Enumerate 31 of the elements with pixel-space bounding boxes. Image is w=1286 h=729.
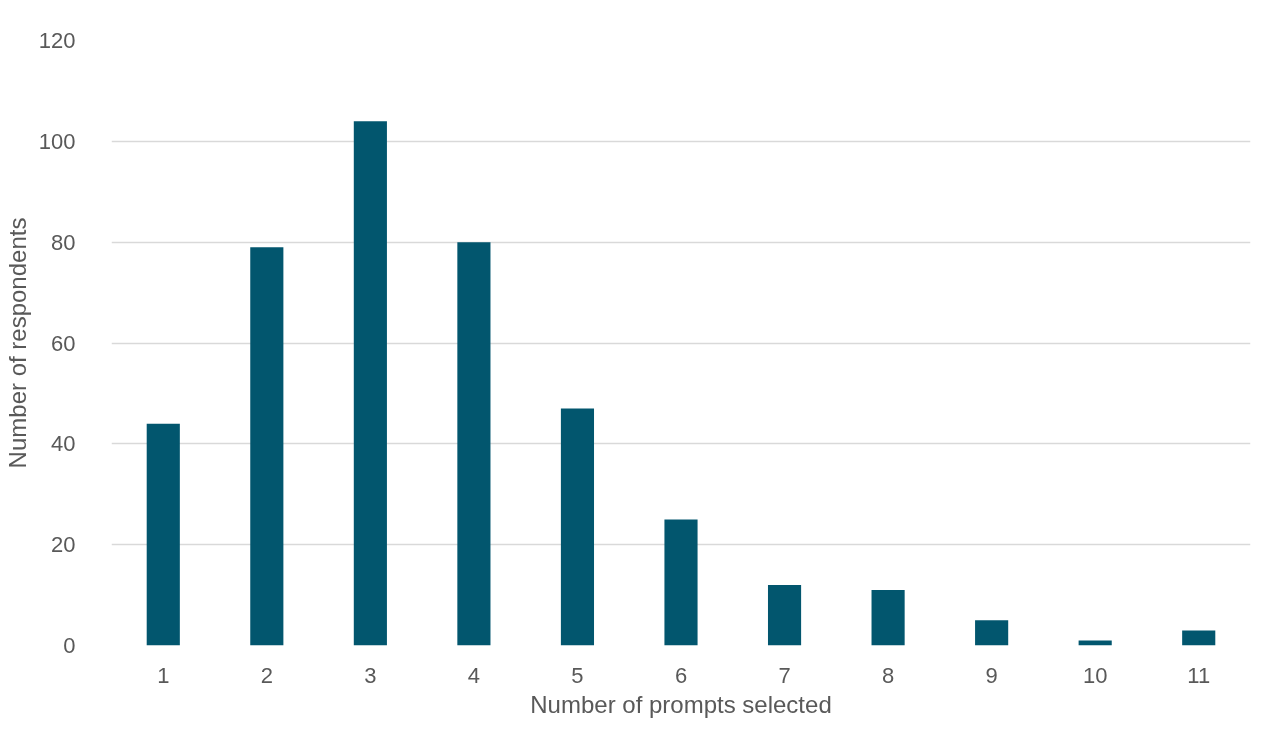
y-tick-label: 60 [51,330,76,356]
bar [1078,640,1112,646]
bar [975,620,1009,646]
y-tick-label: 0 [63,633,76,658]
x-tick-label: 2 [260,662,273,688]
y-tick-label: 100 [38,128,76,154]
x-tick-label: 10 [1082,662,1108,688]
x-tick-label: 7 [778,662,791,688]
x-tick-label: 4 [467,662,481,688]
bar [250,247,284,646]
x-axis-title: Number of prompts selected [530,690,832,718]
bar [871,590,905,646]
bar [1182,630,1216,646]
bar [664,519,698,646]
y-tick-label: 80 [51,229,76,255]
x-tick-label: 5 [571,662,584,688]
bar [560,408,595,646]
y-tick-label: 120 [38,28,76,53]
y-tick-label: 40 [51,431,76,457]
y-tick-label: 20 [51,532,76,558]
y-axis-title: Number of respondents [3,217,31,469]
x-tick-label: 1 [157,662,170,688]
x-tick-label: 3 [364,662,377,688]
bar [767,585,802,646]
x-tick-label: 8 [881,662,895,688]
bar [353,121,387,646]
x-tick-label: 11 [1187,662,1211,688]
x-tick-label: 9 [985,662,998,688]
bar [146,423,180,646]
x-tick-label: 6 [674,662,688,688]
bar [457,242,491,646]
